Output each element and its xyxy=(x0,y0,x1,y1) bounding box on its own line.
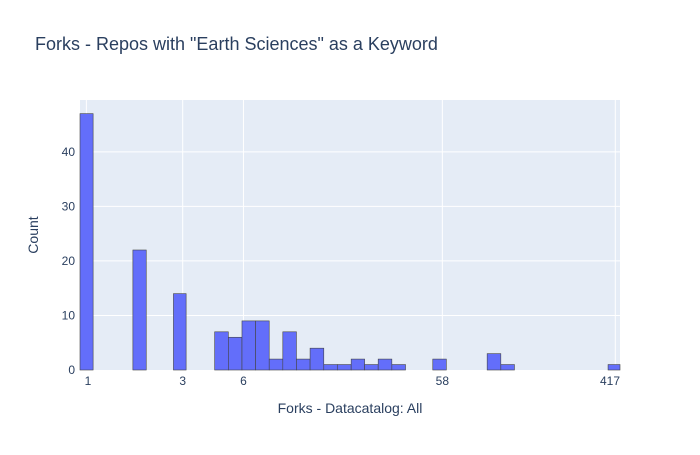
histogram-bar xyxy=(268,358,284,371)
chart-title: Forks - Repos with "Earth Sciences" as a… xyxy=(35,34,438,54)
histogram-bar xyxy=(364,364,379,371)
histogram-bar xyxy=(214,331,229,371)
histogram-bar xyxy=(228,336,243,371)
x-tick-label: 1 xyxy=(85,374,92,388)
histogram-bar xyxy=(282,331,297,371)
y-axis-ticks: 0 10 20 30 40 xyxy=(62,145,76,377)
histogram-bar xyxy=(173,293,187,371)
histogram-bar xyxy=(309,347,325,371)
histogram-bar xyxy=(607,364,621,371)
y-tick-label: 40 xyxy=(62,145,76,159)
histogram-bar xyxy=(391,364,406,371)
y-tick-label: 20 xyxy=(62,254,76,268)
plot-area xyxy=(80,100,620,370)
histogram-bar xyxy=(377,358,393,371)
histogram-bar xyxy=(296,358,311,371)
x-tick-label: 6 xyxy=(240,374,247,388)
histogram-bar xyxy=(323,364,338,371)
histogram-bar xyxy=(132,249,147,371)
histogram-bar xyxy=(486,353,502,371)
x-tick-label: 417 xyxy=(600,374,620,388)
histogram-bar xyxy=(350,358,365,371)
x-tick-label: 3 xyxy=(179,374,186,388)
histogram-bar xyxy=(432,358,447,371)
x-tick-label: 58 xyxy=(436,374,450,388)
x-axis-ticks: 1 3 6 58 417 xyxy=(85,374,621,388)
histogram-bar xyxy=(79,113,94,371)
bars xyxy=(79,113,621,371)
histogram-bar xyxy=(336,364,352,371)
y-tick-label: 30 xyxy=(62,199,76,213)
y-tick-label: 0 xyxy=(68,363,75,377)
x-axis-title: Forks - Datacatalog: All xyxy=(278,400,423,416)
y-tick-label: 10 xyxy=(62,308,76,322)
histogram-bar xyxy=(500,364,515,371)
histogram-bar xyxy=(255,320,270,371)
y-axis-title: Count xyxy=(25,216,41,253)
histogram-bar xyxy=(241,320,256,371)
